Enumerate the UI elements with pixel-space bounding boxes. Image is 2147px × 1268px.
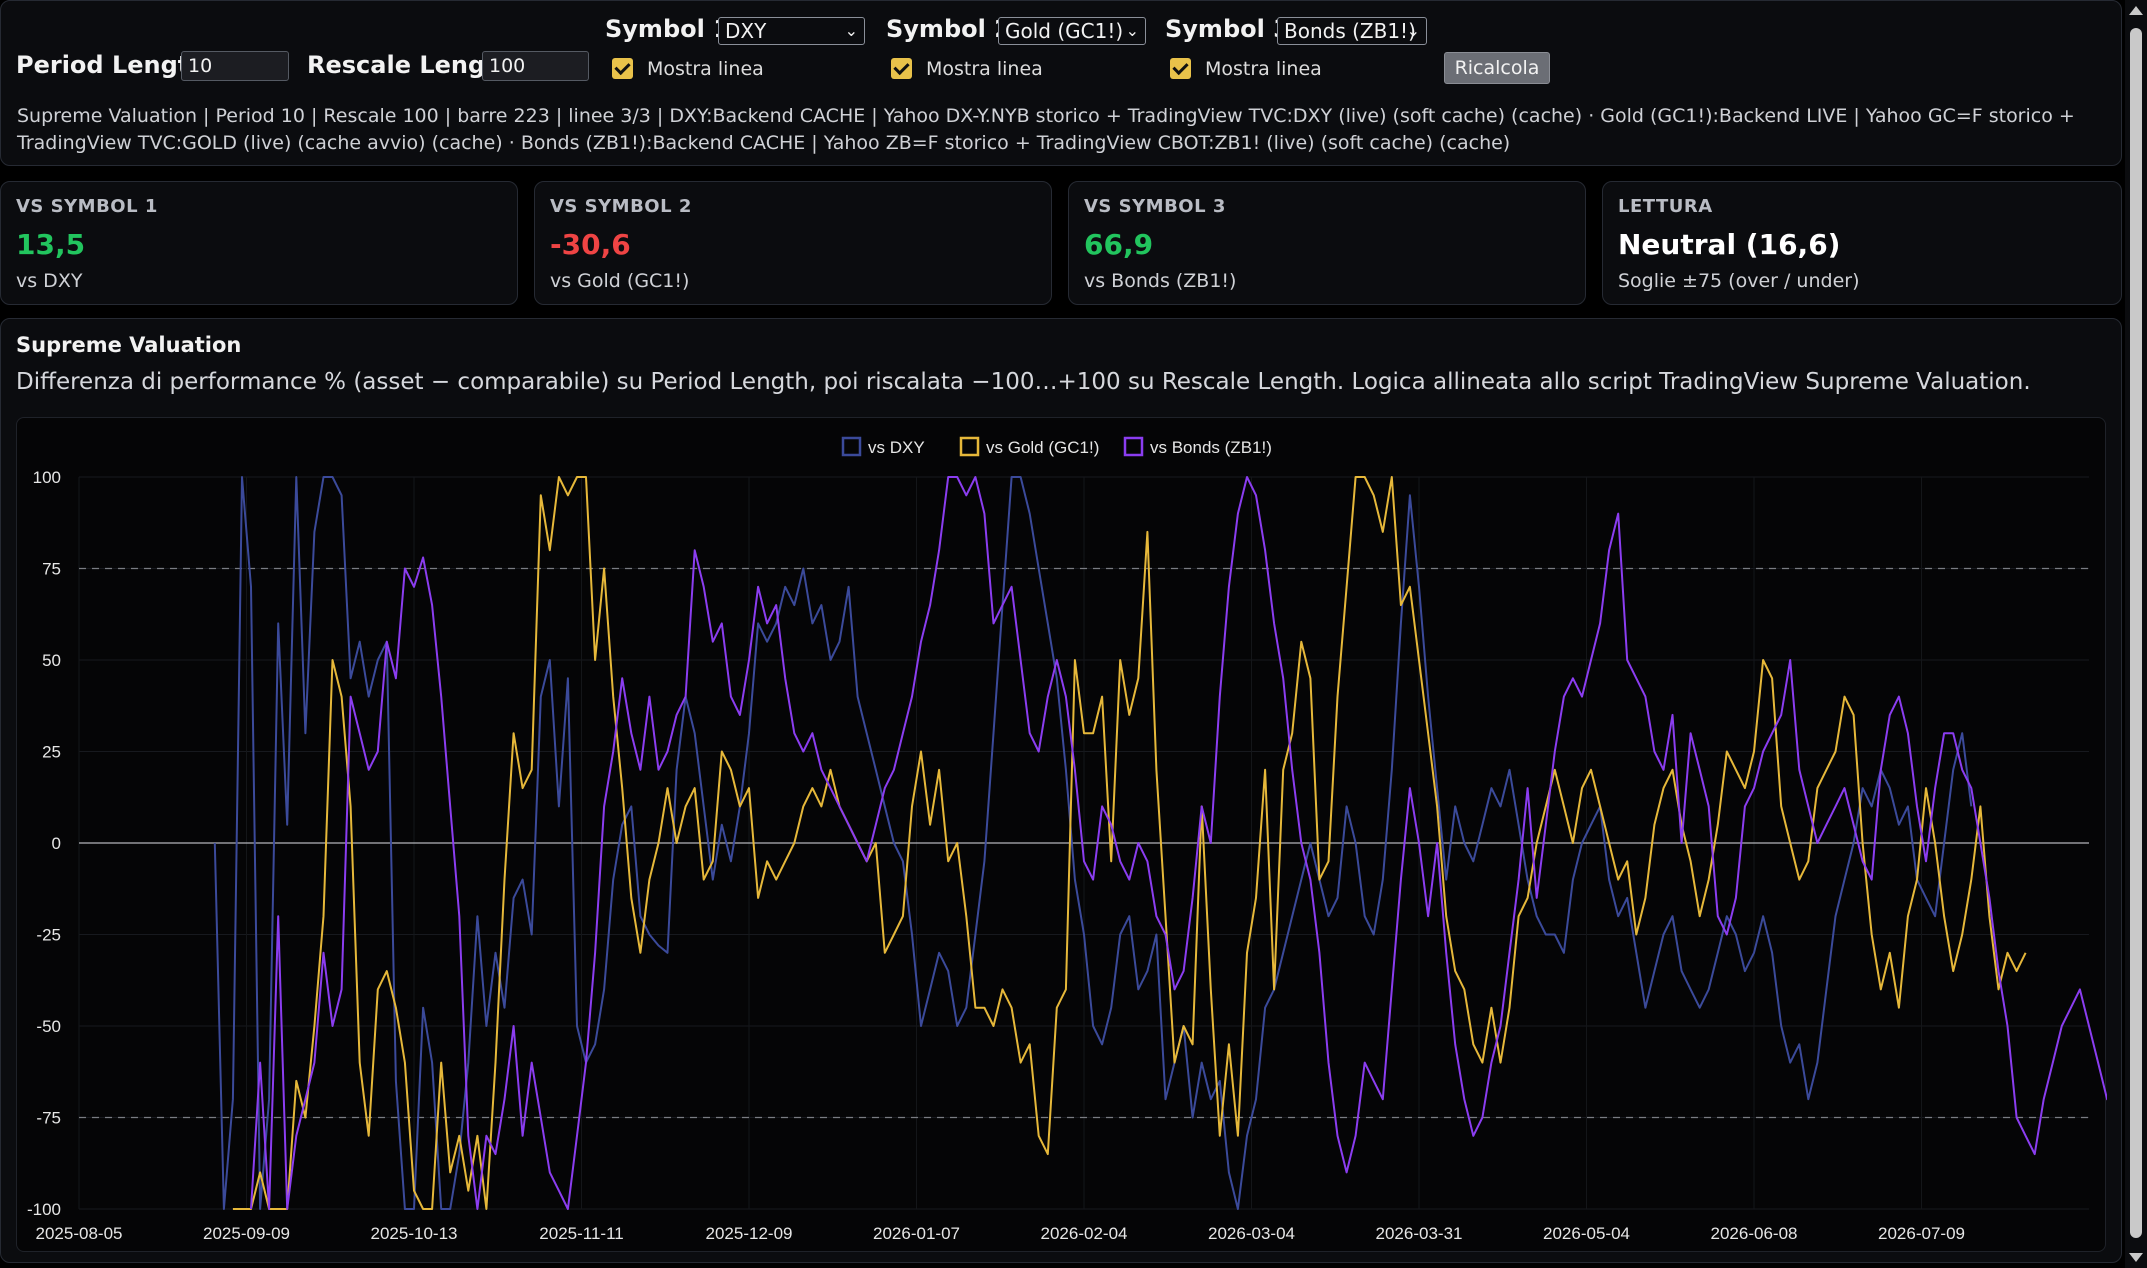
symbol1-value: DXY xyxy=(725,19,767,43)
y-tick-label: 25 xyxy=(42,743,61,762)
series-line-1 xyxy=(213,476,1973,1210)
card-value: 13,5 xyxy=(16,228,86,261)
y-tick-label: -100 xyxy=(27,1200,61,1219)
card-reading: LETTURA Neutral (16,6) Soglie ±75 (over … xyxy=(1602,181,2122,305)
card-vs-symbol-2: VS SYMBOL 2 -30,6 vs Gold (GC1!) xyxy=(534,181,1052,305)
card-value: 66,9 xyxy=(1084,228,1154,261)
y-tick-label: -75 xyxy=(36,1109,61,1128)
x-tick-label: 2025-10-13 xyxy=(371,1224,458,1243)
vertical-scrollbar[interactable] xyxy=(2125,0,2147,1268)
chart-panel: Supreme Valuation Differenza di performa… xyxy=(0,318,2147,1263)
card-value: -30,6 xyxy=(550,228,631,261)
y-tick-label: 0 xyxy=(52,834,61,853)
card-title: VS SYMBOL 3 xyxy=(1084,196,1226,217)
recalculate-button[interactable]: Ricalcola xyxy=(1444,52,1550,84)
x-tick-label: 2026-07-09 xyxy=(1878,1224,1965,1243)
legend-swatch xyxy=(959,436,980,457)
x-tick-label: 2026-03-31 xyxy=(1376,1224,1463,1243)
show-line-2-checkbox[interactable] xyxy=(891,58,912,79)
x-tick-label: 2026-05-04 xyxy=(1543,1224,1630,1243)
card-subtitle: Soglie ±75 (over / under) xyxy=(1618,270,1860,292)
card-title: VS SYMBOL 1 xyxy=(16,196,158,217)
y-tick-label: -25 xyxy=(36,926,61,945)
symbol1-select[interactable]: DXY ⌄ xyxy=(718,17,865,45)
card-vs-symbol-3: VS SYMBOL 3 66,9 vs Bonds (ZB1!) xyxy=(1068,181,1586,305)
x-tick-label: 2026-02-04 xyxy=(1041,1224,1128,1243)
show-line-1-checkbox[interactable] xyxy=(612,58,633,79)
legend-swatch xyxy=(1123,436,1144,457)
card-subtitle: vs DXY xyxy=(16,270,83,292)
symbol3-select[interactable]: Bonds (ZB1!) ⌄ xyxy=(1277,17,1427,45)
chart-title: Supreme Valuation xyxy=(16,333,242,357)
legend-label: vs DXY xyxy=(868,438,925,457)
rescale-length-input[interactable]: 100 xyxy=(482,51,589,81)
card-vs-symbol-1: VS SYMBOL 1 13,5 vs DXY xyxy=(0,181,518,305)
series-line-3 xyxy=(250,476,2147,1210)
period-length-label: Period Length xyxy=(16,51,207,79)
symbol2-select[interactable]: Gold (GC1!) ⌄ xyxy=(998,17,1146,45)
series-line-2 xyxy=(232,476,2027,1210)
chevron-down-icon: ⌄ xyxy=(1125,21,1139,40)
y-tick-label: 75 xyxy=(42,560,61,579)
scroll-down-icon[interactable] xyxy=(2129,1253,2143,1262)
card-subtitle: vs Bonds (ZB1!) xyxy=(1084,270,1237,292)
scroll-up-icon[interactable] xyxy=(2129,6,2143,15)
show-line-3-label: Mostra linea xyxy=(1205,58,1322,80)
symbol2-value: Gold (GC1!) xyxy=(1005,19,1124,43)
rescale-length-label: Rescale Length xyxy=(307,51,514,79)
card-title: LETTURA xyxy=(1618,196,1713,217)
x-tick-label: 2025-09-09 xyxy=(203,1224,290,1243)
y-tick-label: -50 xyxy=(36,1017,61,1036)
chevron-down-icon: ⌄ xyxy=(844,21,858,40)
card-subtitle: vs Gold (GC1!) xyxy=(550,270,690,292)
symbol1-label: Symbol 1 xyxy=(605,15,730,43)
x-tick-label: 2026-06-08 xyxy=(1711,1224,1798,1243)
show-line-3-checkbox[interactable] xyxy=(1170,58,1191,79)
y-tick-label: 100 xyxy=(33,468,61,487)
symbol3-label: Symbol 3 xyxy=(1165,15,1290,43)
controls-panel: Symbol 1 DXY ⌄ Symbol 2 Gold (GC1!) ⌄ Symb… xyxy=(0,0,2122,166)
legend-label: vs Gold (GC1!) xyxy=(986,438,1099,457)
scrollbar-thumb[interactable] xyxy=(2130,28,2142,1238)
x-tick-label: 2025-11-11 xyxy=(539,1224,623,1243)
legend-label: vs Bonds (ZB1!) xyxy=(1150,438,1272,457)
x-tick-label: 2025-08-05 xyxy=(36,1224,123,1243)
status-text: Supreme Valuation | Period 10 | Rescale … xyxy=(17,105,2075,154)
chart-svg: 100 75 50 25 0 -25 -50 -75 -100 2025-08-05 2025-09… xyxy=(27,436,2147,1243)
x-tick-label: 2026-03-04 xyxy=(1208,1224,1295,1243)
symbol3-value: Bonds (ZB1!) xyxy=(1284,19,1416,43)
period-length-input[interactable]: 10 xyxy=(181,51,289,81)
x-tick-label: 2025-12-09 xyxy=(706,1224,793,1243)
card-value: Neutral (16,6) xyxy=(1618,228,1841,261)
card-title: VS SYMBOL 2 xyxy=(550,196,692,217)
chart-description: Differenza di performance % (asset − com… xyxy=(16,369,2031,395)
symbol2-label: Symbol 2 xyxy=(886,15,1011,43)
x-tick-label: 2026-01-07 xyxy=(873,1224,960,1243)
chevron-down-icon: ⌄ xyxy=(1406,21,1420,40)
show-line-2-label: Mostra linea xyxy=(926,58,1043,80)
chart-container: 100 75 50 25 0 -25 -50 -75 -100 2025-08-05 2025-09… xyxy=(16,417,2147,1252)
y-tick-label: 50 xyxy=(42,651,61,670)
show-line-1-label: Mostra linea xyxy=(647,58,764,80)
legend-swatch xyxy=(841,436,862,457)
